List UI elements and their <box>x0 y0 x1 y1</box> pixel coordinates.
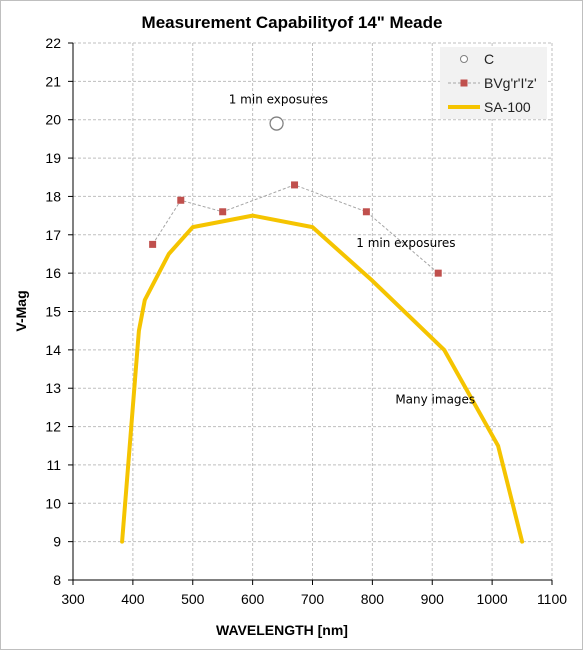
y-tick-label: 9 <box>53 534 61 550</box>
annotation-label: Many images <box>395 393 475 407</box>
annotation-label: 1 min exposures <box>356 236 455 250</box>
x-tick-label: 1100 <box>537 591 567 607</box>
annotation-label: 1 min exposures <box>229 93 328 107</box>
y-tick-label: 20 <box>45 112 61 128</box>
y-tick-label: 12 <box>45 419 61 435</box>
legend: C BVg'r'I'z' SA-100 <box>440 47 547 119</box>
data-point-square <box>219 208 227 216</box>
y-tick-label: 22 <box>45 35 61 51</box>
data-point-square <box>149 240 157 248</box>
data-point-circle <box>269 116 284 131</box>
y-tick-label: 21 <box>45 73 61 89</box>
y-tick-label: 11 <box>46 457 61 473</box>
data-point-square <box>291 181 299 189</box>
x-tick-label: 1000 <box>477 591 508 607</box>
legend-label: C <box>484 51 494 67</box>
y-tick-label: 15 <box>45 304 61 320</box>
legend-swatch-square <box>460 79 468 87</box>
y-tick-label: 10 <box>45 495 61 511</box>
series-line-sa-100 <box>120 213 525 544</box>
x-tick-label: 900 <box>421 591 445 607</box>
x-tick-label: 700 <box>301 591 325 607</box>
x-tick-label: 300 <box>61 591 85 607</box>
legend-swatch-circle <box>460 55 468 63</box>
series-line-bvgriz <box>152 184 439 274</box>
axes: 300 400 500 600 700 800 900 1000 1100 8 9 10 11 12 13 1… <box>45 35 567 607</box>
x-tick-label: 400 <box>121 591 145 607</box>
y-axis-title: V-Mag <box>13 290 29 331</box>
data-point-square <box>177 196 185 204</box>
y-tick-label: 19 <box>45 150 61 166</box>
x-tick-label: 800 <box>361 591 385 607</box>
x-tick-label: 500 <box>181 591 205 607</box>
legend-label: SA-100 <box>484 99 531 115</box>
plot-area: 1 min exposures 1 min exposures Many image… <box>120 93 525 544</box>
y-tick-label: 16 <box>45 265 61 281</box>
y-tick-label: 18 <box>45 188 61 204</box>
legend-label: BVg'r'I'z' <box>484 75 537 91</box>
x-tick-label: 600 <box>241 591 265 607</box>
y-tick-label: 13 <box>45 380 61 396</box>
y-tick-label: 14 <box>45 342 61 358</box>
gridlines <box>73 42 553 580</box>
x-axis-title: WAVELENGTH [nm] <box>216 622 348 638</box>
y-tick-label: 8 <box>53 572 61 588</box>
chart-title: Measurement Capabilityof 14" Meade <box>142 13 443 32</box>
data-point-square <box>434 269 442 277</box>
data-point-square <box>362 208 370 216</box>
y-tick-label: 17 <box>45 227 61 243</box>
